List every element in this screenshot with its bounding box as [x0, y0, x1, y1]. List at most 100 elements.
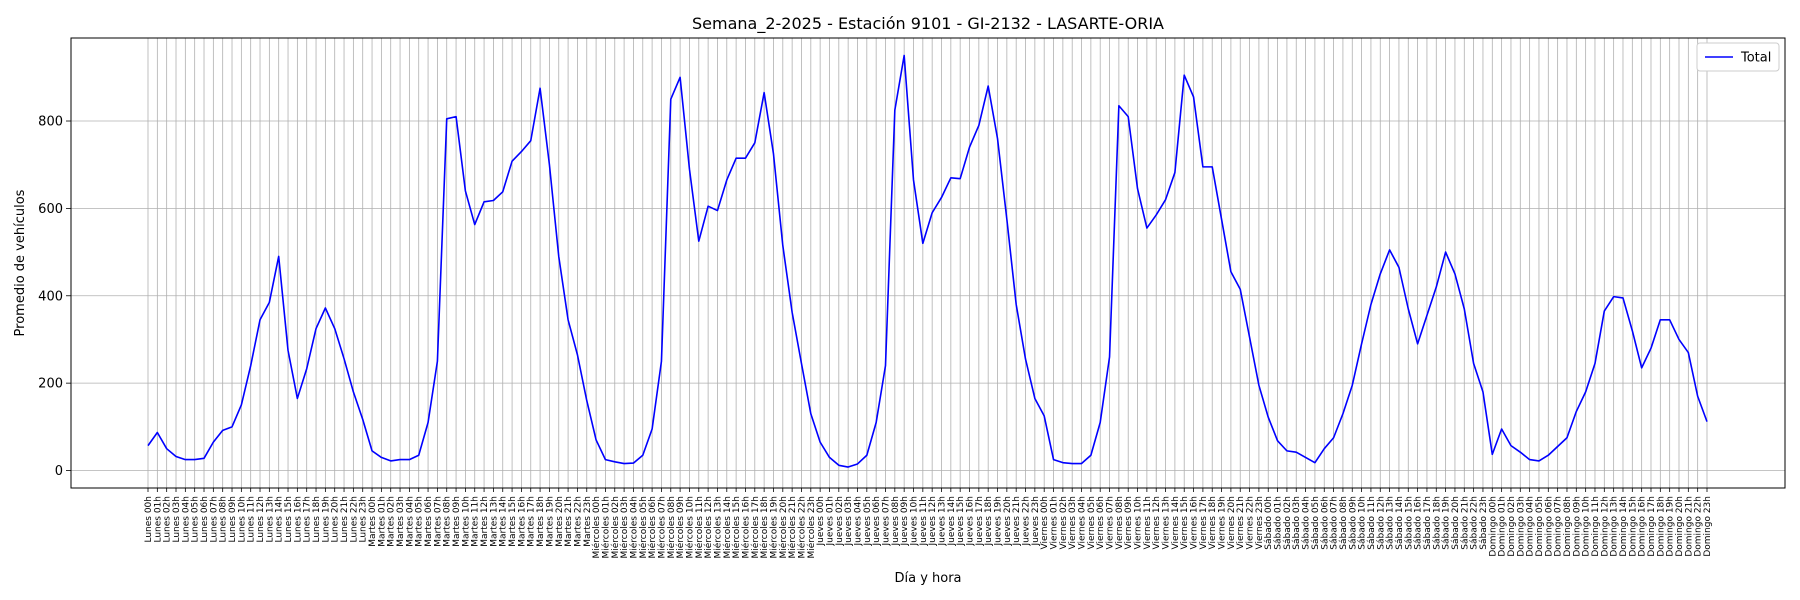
x-tick-label: Viernes 09h — [1124, 496, 1134, 550]
y-tick-label: 200 — [38, 377, 63, 392]
x-tick-label: Viernes 02h — [1059, 496, 1069, 550]
x-tick-label: Lunes 22h — [349, 496, 359, 543]
x-tick-label: Domingo 08h — [1563, 496, 1573, 557]
x-tick-label: Domingo 14h — [1619, 496, 1629, 557]
x-tick-label: Miércoles 08h — [666, 496, 677, 559]
x-tick-label: Miércoles 19h — [768, 496, 779, 559]
x-tick-label: Sábado 12h — [1376, 496, 1386, 550]
x-tick-label: Miércoles 03h — [619, 496, 630, 559]
x-tick-label: Jueves 07h — [881, 496, 891, 546]
x-tick-label: Domingo 03h — [1516, 496, 1526, 557]
x-tick-label: Jueves 15h — [956, 496, 966, 546]
y-tick-label: 0 — [55, 464, 63, 479]
x-tick-label: Jueves 14h — [947, 496, 957, 546]
x-tick-label: Martes 15h — [508, 496, 518, 547]
x-tick-label: Martes 08h — [443, 496, 453, 547]
x-tick-label: Lunes 16h — [293, 496, 303, 543]
x-tick-label: Martes 19h — [545, 496, 555, 547]
x-tick-label: Viernes 22h — [1246, 496, 1256, 550]
x-tick-label: Miércoles 02h — [610, 496, 621, 559]
x-tick-label: Domingo 12h — [1600, 496, 1610, 557]
x-tick-label: Martes 23h — [583, 496, 593, 547]
x-tick-label: Miércoles 22h — [796, 496, 807, 559]
x-tick-label: Sábado 20h — [1451, 496, 1461, 550]
x-tick-label: Viernes 21h — [1236, 496, 1246, 550]
x-tick-label: Sábado 08h — [1339, 496, 1349, 550]
x-tick-label: Lunes 14h — [275, 496, 285, 543]
x-tick-label: Sábado 01h — [1274, 496, 1284, 550]
x-tick-label: Martes 12h — [480, 496, 490, 547]
x-tick-label: Viernes 12h — [1152, 496, 1162, 550]
x-tick-label: Lunes 13h — [265, 496, 275, 543]
x-tick-label: Lunes 04h — [181, 496, 191, 543]
x-tick-label: Miércoles 18h — [759, 496, 770, 559]
x-tick-label: Domingo 01h — [1498, 496, 1508, 557]
x-tick-label: Domingo 00h — [1488, 496, 1498, 557]
x-tick-label: Jueves 18h — [984, 496, 994, 546]
x-tick-label: Jueves 16h — [966, 496, 976, 546]
x-tick-label: Domingo 23h — [1703, 496, 1713, 557]
x-tick-label: Jueves 22h — [1022, 496, 1032, 546]
x-tick-label: Lunes 10h — [237, 496, 247, 543]
x-tick-label: Sábado 17h — [1423, 496, 1433, 550]
x-tick-label: Viernes 23h — [1255, 496, 1265, 550]
x-tick-label: Martes 00h — [368, 496, 378, 547]
y-axis: 0 200 400 600 800 — [38, 115, 71, 479]
x-tick-label: Lunes 18h — [312, 496, 322, 543]
x-tick-label: Viernes 18h — [1208, 496, 1218, 550]
x-tick-label: Miércoles 09h — [675, 496, 686, 559]
x-tick-label: Martes 06h — [424, 496, 434, 547]
x-tick-label: Lunes 17h — [303, 496, 313, 543]
x-tick-label: Miércoles 01h — [600, 496, 611, 559]
x-tick-label: Jueves 21h — [1012, 496, 1022, 546]
x-tick-label: Martes 10h — [461, 496, 471, 547]
x-tick-label: Lunes 11h — [247, 496, 257, 543]
x-tick-label: Viernes 17h — [1199, 496, 1209, 550]
x-tick-label: Domingo 06h — [1544, 496, 1554, 557]
y-tick-label: 400 — [38, 289, 63, 304]
x-tick-label: Sábado 14h — [1395, 496, 1405, 550]
x-tick-label: Domingo 22h — [1694, 496, 1704, 557]
y-tick-label: 600 — [38, 202, 63, 217]
x-tick-label: Jueves 04h — [853, 496, 863, 546]
x-tick-label: Martes 20h — [555, 496, 565, 547]
x-tick-label: Jueves 01h — [825, 496, 835, 546]
x-tick-label: Domingo 17h — [1647, 496, 1657, 557]
x-tick-label: Jueves 20h — [1003, 496, 1013, 546]
x-tick-label: Jueves 03h — [844, 496, 854, 546]
x-tick-label: Jueves 06h — [872, 496, 882, 546]
x-tick-label: Miércoles 17h — [750, 496, 761, 559]
x-tick-label: Lunes 21h — [340, 496, 350, 543]
x-tick-label: Sábado 11h — [1367, 496, 1377, 550]
x-tick-label: Miércoles 13h — [712, 496, 723, 559]
x-tick-label: Domingo 07h — [1554, 496, 1564, 557]
x-tick-label: Lunes 15h — [284, 496, 294, 543]
legend: Total — [1696, 42, 1780, 72]
y-tick-label: 800 — [38, 115, 63, 130]
x-tick-label: Lunes 02h — [163, 496, 173, 543]
x-tick-label: Jueves 09h — [900, 496, 910, 546]
x-tick-label: Sábado 00h — [1264, 496, 1274, 550]
x-tick-label: Miércoles 16h — [740, 496, 751, 559]
x-tick-label: Viernes 03h — [1068, 496, 1078, 550]
x-tick-label: Sábado 07h — [1330, 496, 1340, 550]
x-tick-label: Martes 11h — [471, 496, 481, 547]
x-axis: Lunes 00h Lunes 01h Lunes 02h Lunes 03h Lune… — [144, 488, 1713, 559]
x-tick-label: Sábado 13h — [1386, 496, 1396, 550]
chart-title: Semana_2-2025 - Estación 9101 - GI-2132 … — [692, 14, 1164, 34]
x-tick-label: Domingo 20h — [1675, 496, 1685, 557]
x-tick-label: Jueves 00h — [816, 496, 826, 546]
x-tick-label: Miércoles 05h — [638, 496, 649, 559]
x-tick-label: Viernes 15h — [1180, 496, 1190, 550]
x-tick-label: Martes 17h — [527, 496, 537, 547]
x-tick-label: Lunes 00h — [144, 496, 154, 543]
x-tick-label: Miércoles 11h — [694, 496, 705, 559]
x-tick-label: Jueves 12h — [928, 496, 938, 546]
x-tick-label: Domingo 18h — [1656, 496, 1666, 557]
x-tick-label: Domingo 02h — [1507, 496, 1517, 557]
x-tick-label: Lunes 05h — [191, 496, 201, 543]
x-tick-label: Jueves 02h — [835, 496, 845, 546]
x-tick-label: Lunes 03h — [172, 496, 182, 543]
x-tick-label: Martes 13h — [489, 496, 499, 547]
